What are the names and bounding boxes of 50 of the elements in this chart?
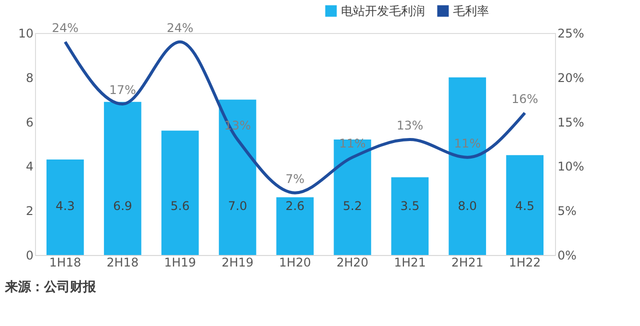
bar: [46, 160, 84, 255]
y2-tick-label: 0%: [558, 248, 577, 262]
legend-label: 电站开发毛利润: [341, 4, 425, 18]
x-tick-label: 1H19: [164, 256, 196, 270]
y-tick-label: 6: [26, 115, 34, 130]
data-label: 24%: [52, 20, 78, 35]
y2-tick-label: 5%: [558, 204, 577, 218]
data-label: 4.5: [515, 199, 534, 214]
x-tick-label: 2H18: [106, 256, 139, 270]
y2-tick-label: 15%: [558, 115, 584, 130]
data-label: 5.2: [342, 199, 362, 214]
x-tick-label: 2H19: [222, 256, 254, 270]
x-tick-label: 1H22: [508, 256, 541, 270]
data-label: 4.3: [56, 199, 75, 214]
source-note: 来源：公司财报: [4, 280, 97, 295]
data-label: 7.0: [228, 199, 248, 214]
y-tick-label: 4: [26, 160, 34, 174]
y-tick-label: 2: [26, 204, 34, 218]
data-label: 8.0: [458, 199, 477, 214]
bar: [161, 130, 199, 255]
bar: [276, 197, 314, 255]
data-label: 3.5: [400, 199, 420, 214]
data-label: 11%: [454, 136, 481, 150]
data-label: 17%: [109, 83, 136, 98]
data-label: 6.9: [113, 199, 132, 214]
data-label: 7%: [285, 172, 305, 186]
bar: [218, 100, 256, 255]
x-tick-label: 1H20: [279, 256, 311, 270]
data-label: 16%: [512, 92, 538, 106]
bar: [506, 155, 544, 255]
y2-tick-label: 10%: [558, 160, 584, 174]
y-tick-label: 0: [26, 248, 34, 262]
y-tick-label: 8: [26, 70, 34, 85]
x-tick-label: 1H21: [394, 256, 426, 270]
data-label: 2.6: [285, 199, 305, 214]
data-label: 11%: [339, 136, 366, 150]
x-tick-label: 2H20: [336, 256, 368, 270]
x-tick-label: 2H21: [451, 256, 484, 270]
legend-label: 毛利率: [453, 4, 489, 18]
bar: [448, 77, 486, 255]
data-label: 13%: [396, 118, 424, 133]
y2-tick-label: 20%: [558, 70, 584, 85]
data-label: 5.6: [170, 199, 190, 214]
bar: [334, 140, 372, 255]
y2-tick-label: 25%: [558, 26, 584, 40]
data-label: 24%: [166, 20, 194, 35]
bar: [391, 177, 429, 255]
x-tick-label: 1H18: [49, 256, 82, 270]
y-tick-label: 10: [18, 26, 34, 40]
bar: [104, 102, 142, 255]
